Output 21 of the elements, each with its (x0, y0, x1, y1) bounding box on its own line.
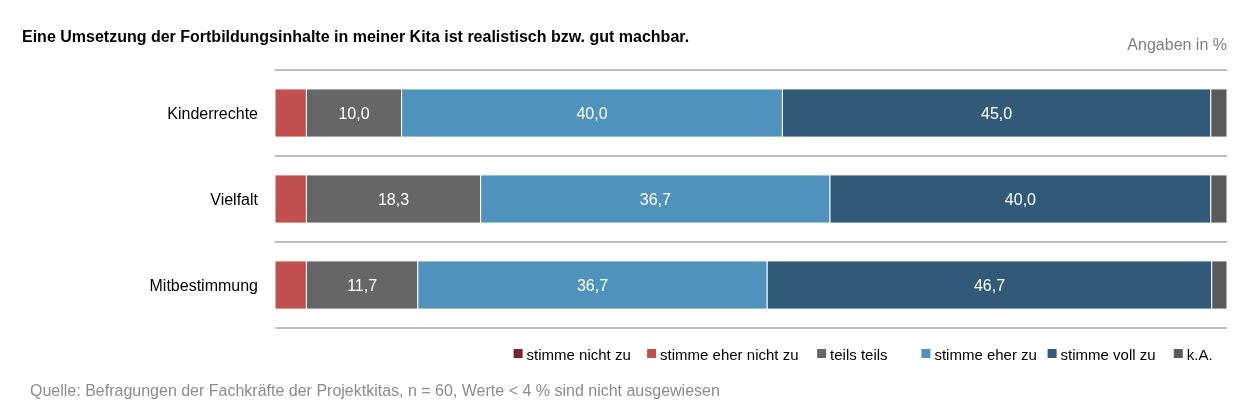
text: Angaben in % (1127, 36, 1227, 53)
data-label: 45,0 (981, 104, 1013, 122)
data-label: 18,3 (377, 190, 410, 208)
data-label: 36,7 (639, 190, 671, 208)
legend-label: teils teils (830, 346, 888, 364)
y-tick-label: Mitbestimmung (149, 276, 258, 294)
y-tick-label: Vielfalt (210, 190, 259, 208)
data-label: 46,7 (973, 276, 1006, 294)
data-label: 40,0 (1004, 190, 1037, 208)
legend-label: stimme eher zu (934, 346, 1037, 364)
data-label: 11,7 (347, 276, 378, 294)
legend-label: stimme eher nicht zu (660, 346, 799, 364)
legend-label: stimme voll zu (1060, 346, 1156, 364)
data-label: 36,7 (576, 276, 609, 294)
legend-label: k.A. (1186, 346, 1213, 364)
data-label: 10,0 (338, 104, 370, 122)
source-note: Quelle: Befragungen der Fachkräfte der Projektkitas, n = 60, Werte < 4 % sind nicht ausgewiesen (30, 382, 720, 399)
y-tick-label: Kinderrechte (167, 104, 259, 122)
data-label: 40,0 (576, 104, 608, 122)
chart-title: Eine Umsetzung der Fortbildungsinhalte in meiner Kita ist realistisch bzw. gut machbar. (22, 28, 690, 45)
legend-label: stimme nicht zu (526, 346, 631, 364)
